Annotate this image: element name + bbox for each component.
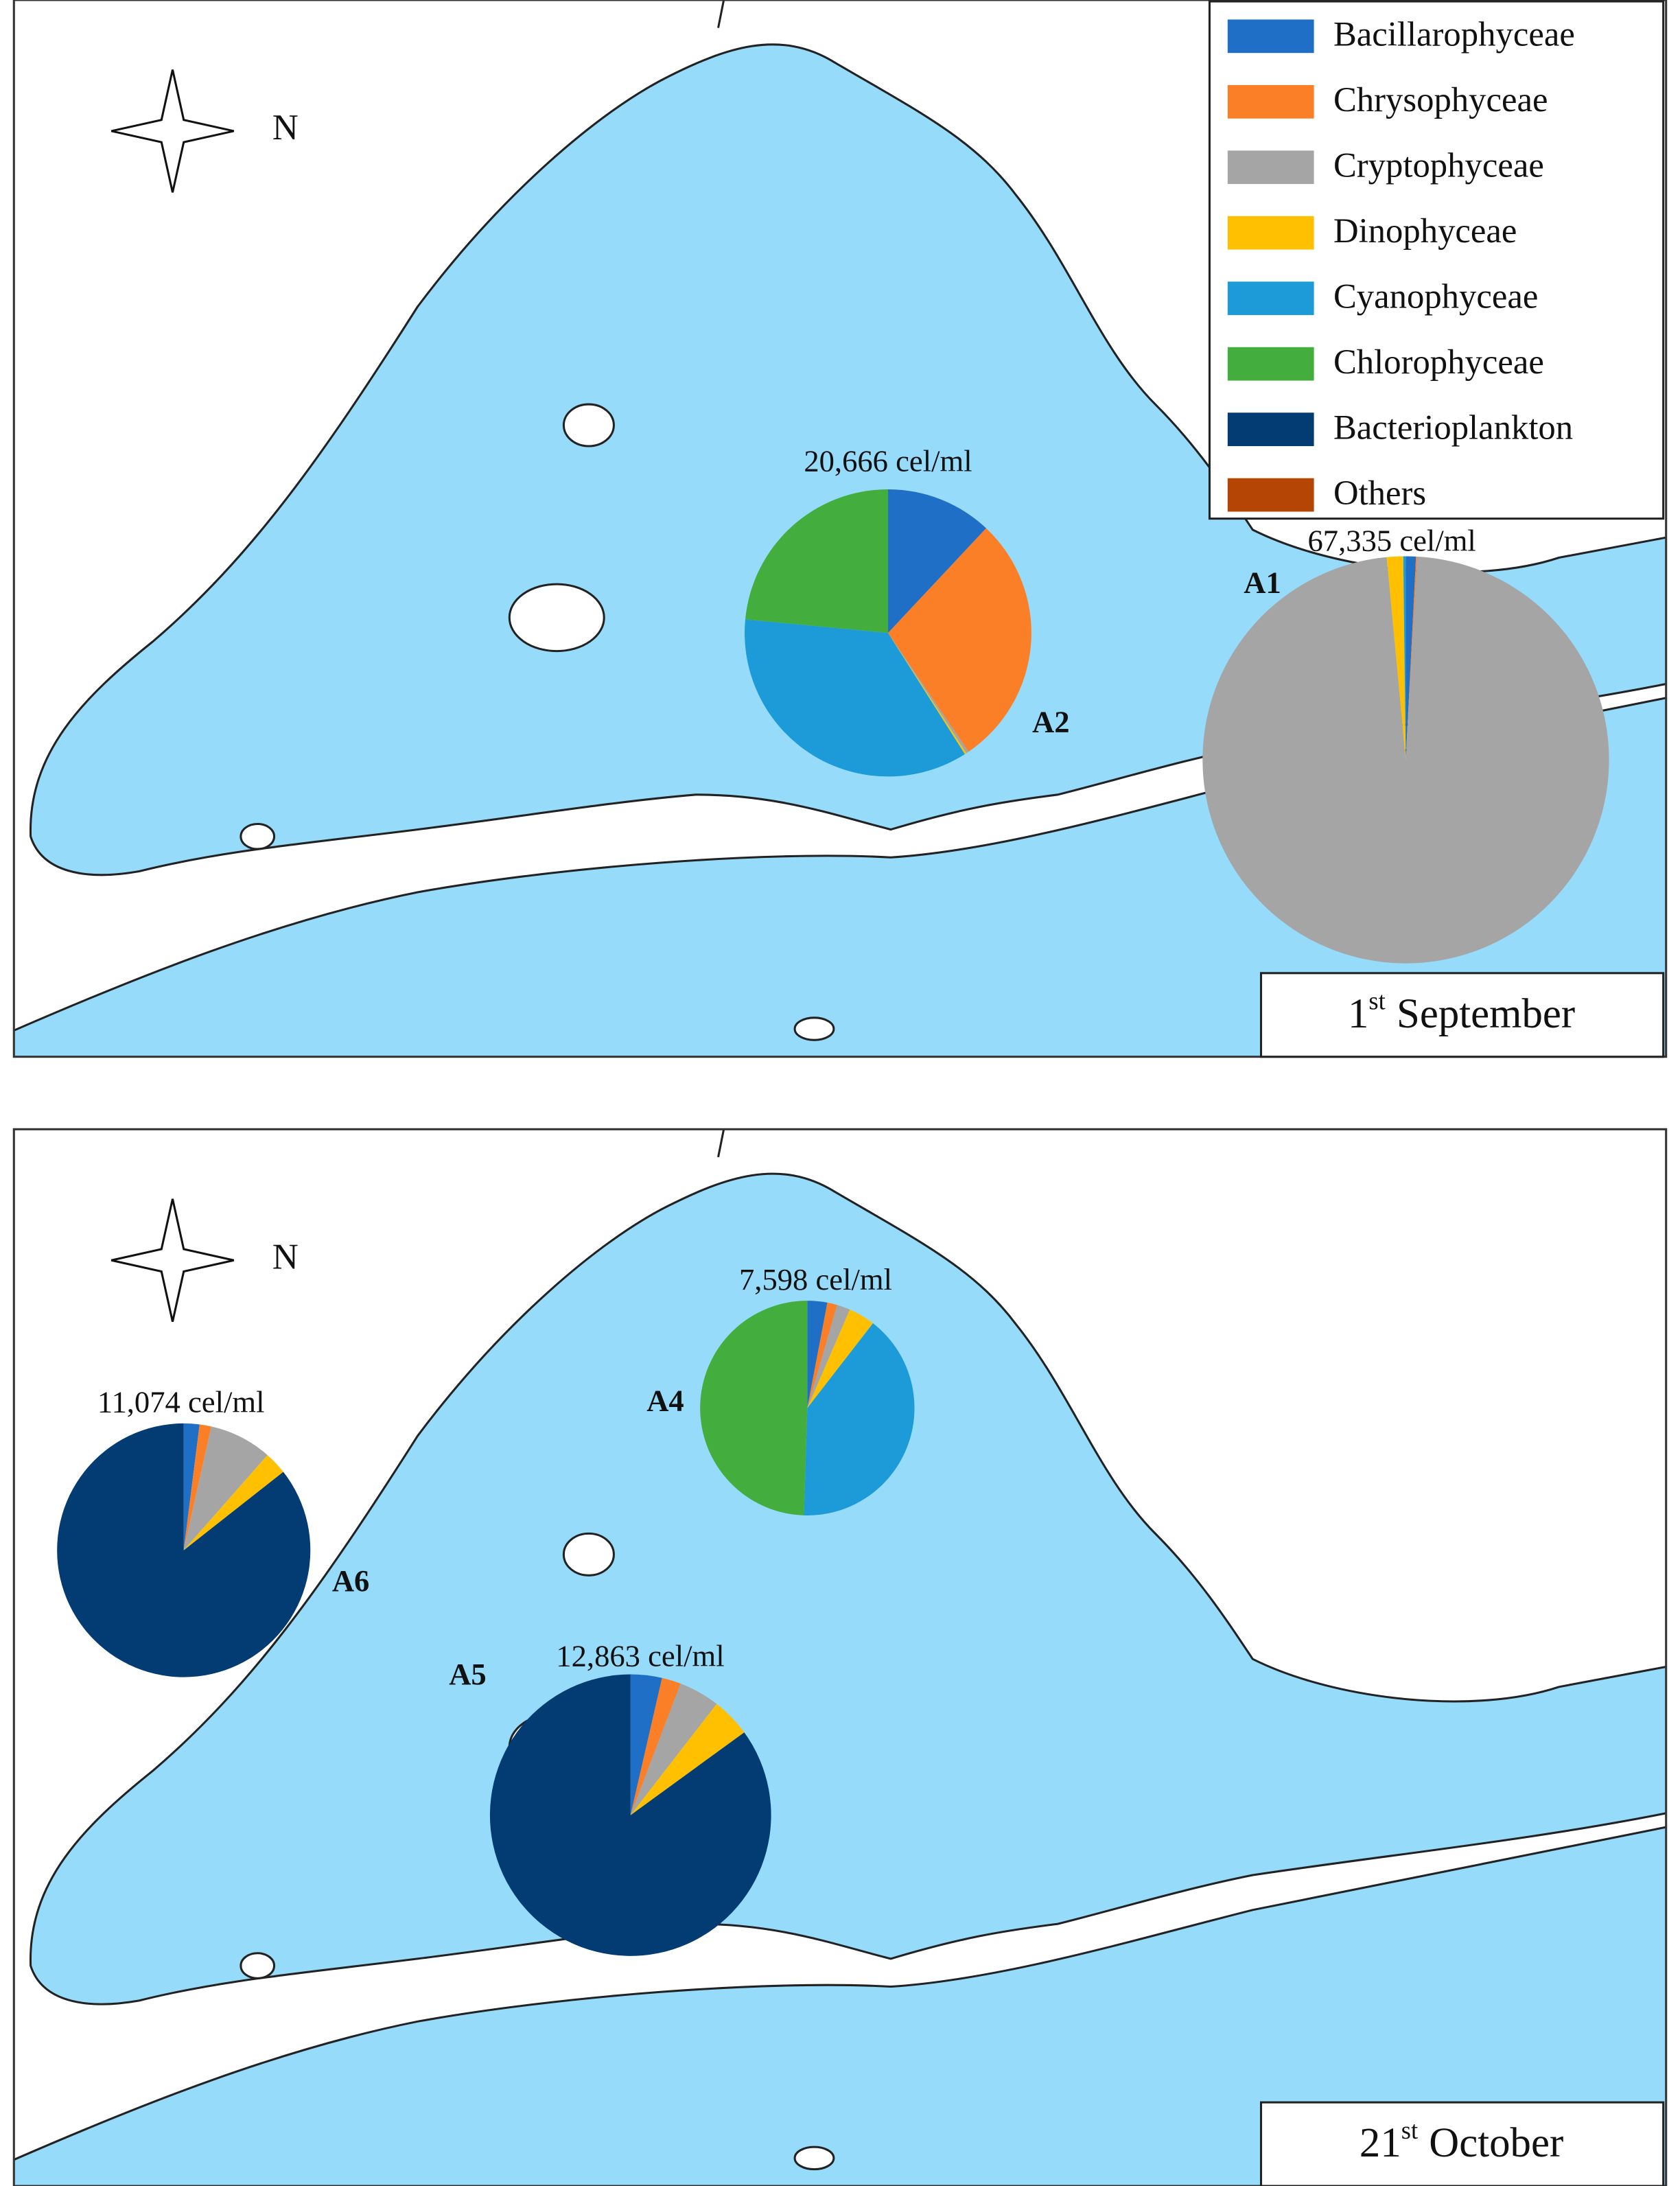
pie-slice — [183, 1455, 283, 1550]
pie-slice — [57, 1423, 311, 1677]
date-label: 21st October — [1360, 2116, 1563, 2166]
site-total: 12,863 cel/ml — [556, 1638, 724, 1673]
pie-slice — [887, 633, 969, 754]
legend-swatch — [1227, 478, 1314, 512]
pie-slice — [183, 1423, 200, 1550]
site-total: 67,335 cel/ml — [1308, 523, 1476, 557]
date-day: 1 — [1348, 991, 1368, 1037]
legend-swatch — [1227, 150, 1314, 185]
site-total: 20,666 cel/ml — [804, 444, 972, 478]
pie-slice — [183, 1426, 268, 1550]
pie-slice — [1403, 556, 1406, 760]
pie-slice — [489, 1674, 771, 1956]
pie-slice — [1202, 556, 1609, 964]
pie-slice — [887, 489, 986, 633]
pie-slice — [1405, 556, 1416, 760]
pie-slice — [807, 1302, 837, 1408]
date-day: 21 — [1360, 2120, 1401, 2166]
site-label: A6 — [332, 1563, 370, 1598]
pie-slice — [630, 1684, 717, 1815]
compass-label: N — [272, 108, 299, 148]
pie-slice — [700, 1301, 808, 1515]
pie-slice — [807, 1305, 850, 1408]
legend-label: Bacillarophyceae — [1333, 14, 1575, 53]
legend-swatch — [1227, 216, 1314, 250]
legend-label: Others — [1333, 474, 1426, 512]
site-label: A5 — [449, 1657, 487, 1691]
pie-slice — [630, 1677, 681, 1815]
legend-swatch — [1227, 19, 1314, 54]
date-label: 1st September — [1348, 987, 1575, 1037]
pie-slice — [745, 619, 965, 777]
pie-slice — [745, 489, 888, 633]
pie-slice — [807, 1301, 828, 1408]
legend-swatch — [1227, 412, 1314, 446]
legend-label: Chrysophyceae — [1333, 80, 1548, 119]
date-suffix: st — [1368, 987, 1385, 1015]
site-total: 7,598 cel/ml — [739, 1262, 892, 1297]
legend-swatch — [1227, 281, 1314, 316]
legend-label: Dinophyceae — [1333, 211, 1517, 250]
site-label: A2 — [1032, 704, 1070, 739]
pie-slice — [804, 1323, 915, 1515]
date-month: September — [1397, 991, 1575, 1037]
date-month: October — [1429, 2120, 1563, 2166]
site-total: 11,074 cel/ml — [97, 1385, 265, 1419]
site-label: A4 — [646, 1384, 684, 1418]
pie-slice — [887, 528, 1031, 752]
legend-label: Chlorophyceae — [1333, 342, 1544, 381]
pie-slice — [1405, 556, 1418, 760]
date-suffix: st — [1401, 2116, 1418, 2144]
legend-label: Bacterioplankton — [1333, 408, 1573, 446]
legend-swatch — [1227, 347, 1314, 381]
legend-label: Cyanophyceae — [1333, 277, 1538, 315]
pie-slice — [887, 633, 967, 754]
compass-label: N — [272, 1237, 299, 1277]
pie-slice — [630, 1674, 662, 1815]
pie-slice — [807, 1310, 874, 1408]
pie-slice — [183, 1424, 211, 1550]
site-label: A1 — [1244, 565, 1281, 599]
legend-swatch — [1227, 84, 1314, 119]
pie-slice — [630, 1704, 745, 1815]
legend-label: Cryptophyceae — [1333, 146, 1544, 184]
pie-slice — [1386, 556, 1406, 760]
